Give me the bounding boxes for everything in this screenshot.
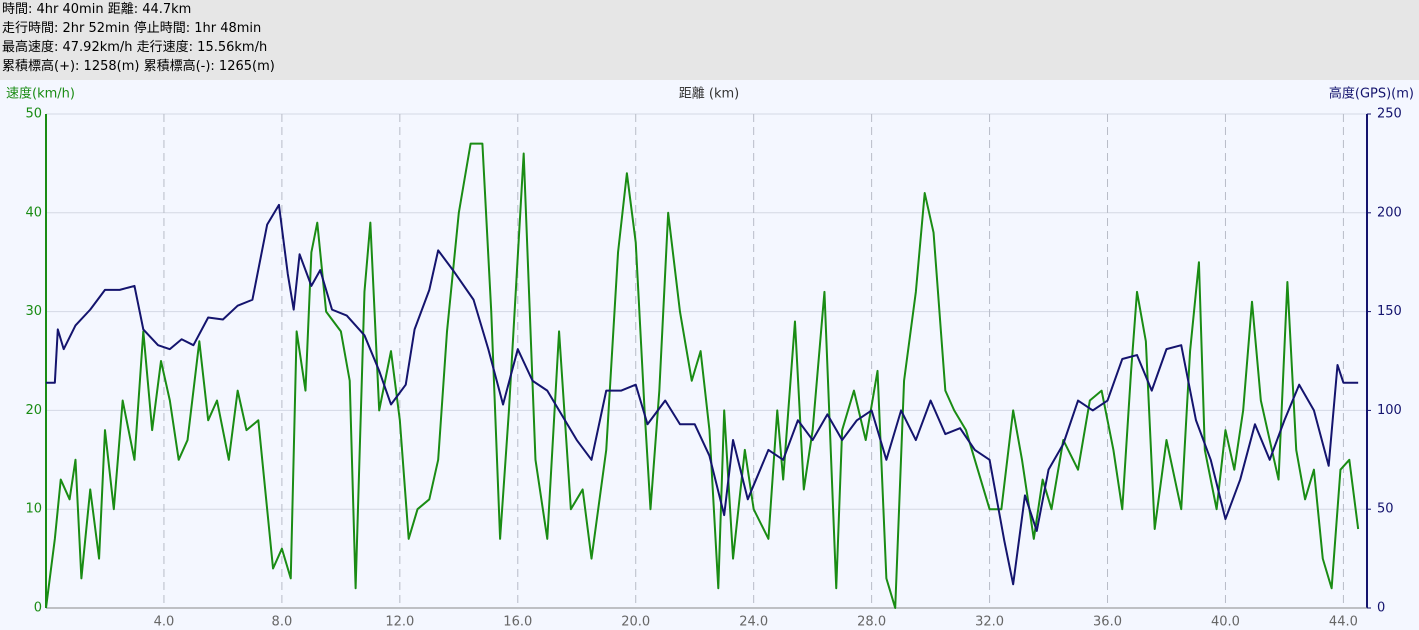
info-line: 時間: 4hr 40min 距離: 44.7km — [2, 2, 192, 17]
y2-tick-label: 50 — [1377, 502, 1394, 517]
y-tick-label: 20 — [25, 403, 42, 418]
x-tick-label: 24.0 — [739, 615, 768, 630]
y-axis-label: 速度(km/h) — [6, 86, 75, 102]
x-axis-label: 距離 (km) — [679, 87, 739, 102]
header: 時間: 4hr 40min 距離: 44.7km 走行時間: 2hr 52min … — [0, 0, 1419, 80]
x-tick-label: 4.0 — [154, 615, 175, 630]
x-tick-label: 28.0 — [857, 615, 886, 630]
x-tick-label: 36.0 — [1093, 615, 1122, 630]
x-tick-label: 44.0 — [1329, 615, 1358, 630]
y-tick-label: 10 — [25, 502, 42, 517]
series-line — [45, 142, 1360, 609]
x-tick-label: 16.0 — [503, 615, 532, 630]
y-tick-label: 40 — [25, 205, 42, 220]
x-tick-label: 40.0 — [1211, 615, 1240, 630]
info-line: 走行時間: 2hr 52min 停止時間: 1hr 48min — [2, 21, 262, 36]
y2-tick-label: 200 — [1377, 205, 1402, 220]
info-line: 最高速度: 47.92km/h 走行速度: 15.56km/h — [2, 40, 268, 55]
y2-tick-label: 100 — [1377, 403, 1402, 418]
y2-tick-label: 0 — [1377, 601, 1385, 616]
y2-tick-label: 150 — [1377, 304, 1402, 319]
x-tick-label: 12.0 — [385, 615, 414, 630]
y2-axis-label: 高度(GPS)(m) — [1329, 86, 1414, 102]
x-tick-label: 20.0 — [621, 615, 650, 630]
y2-tick-label: 250 — [1377, 107, 1402, 122]
series-line — [46, 203, 1359, 586]
chart-background — [0, 80, 1419, 630]
x-tick-label: 8.0 — [272, 615, 293, 630]
info-line: 累積標高(+): 1258(m) 累積標高(-): 1265(m) — [2, 59, 275, 74]
x-tick-label: 32.0 — [975, 615, 1004, 630]
y-tick-label: 50 — [25, 107, 42, 122]
y-tick-label: 0 — [34, 601, 42, 616]
chart: 速度(km/h) 距離 (km) 高度(GPS)(m) 0 10 20 30 40 50 0… — [0, 80, 1419, 630]
y-tick-label: 30 — [25, 304, 42, 319]
